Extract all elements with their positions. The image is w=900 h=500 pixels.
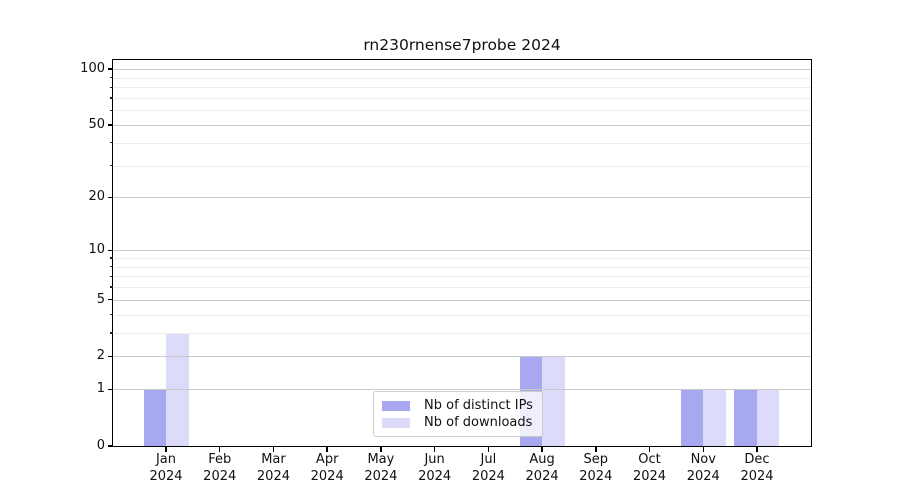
y-minor-tick-mark (110, 142, 113, 144)
y-tick-label: 100 (80, 61, 105, 77)
legend-item-distinct-ips: Nb of distinct IPs (382, 397, 534, 414)
minor-gridline (113, 97, 811, 99)
bar-distinct-ips (680, 389, 704, 446)
minor-gridline (113, 276, 811, 278)
y-minor-tick-mark (110, 313, 113, 316)
legend-swatch-downloads (382, 417, 410, 428)
minor-gridline (113, 87, 811, 89)
minor-gridline (113, 110, 811, 112)
major-gridline (113, 69, 811, 71)
y-minor-tick-mark (110, 332, 113, 334)
x-tick-mark (326, 447, 328, 452)
x-tick-label: Mar 2024 (256, 452, 290, 484)
y-tick-mark (108, 355, 113, 357)
y-tick-mark (108, 249, 113, 251)
major-gridline (113, 250, 811, 252)
x-tick-mark (272, 447, 275, 452)
x-tick-label: Feb 2024 (203, 452, 237, 484)
x-tick-label: Jul 2024 (471, 452, 505, 484)
chart-title: rn230rnense7probe 2024 (363, 36, 561, 54)
bar-downloads (703, 389, 726, 446)
legend-label-downloads: Nb of downloads (424, 415, 533, 430)
y-minor-tick-mark (110, 86, 113, 88)
x-tick-label: Aug 2024 (525, 452, 559, 484)
y-tick-label: 50 (88, 116, 105, 132)
bar-distinct-ips (734, 389, 757, 446)
x-tick-label: Jun 2024 (418, 452, 452, 484)
y-tick-label: 20 (88, 189, 105, 205)
bar-downloads (756, 389, 780, 446)
legend-label-distinct-ips: Nb of distinct IPs (424, 398, 533, 413)
y-tick-mark (108, 388, 113, 391)
y-tick-mark (108, 445, 113, 447)
x-tick-mark (756, 447, 758, 452)
x-tick-mark (433, 447, 436, 452)
bar-distinct-ips (143, 389, 166, 446)
major-gridline (113, 389, 811, 391)
bar-downloads (542, 356, 565, 446)
y-minor-tick-mark (110, 257, 113, 259)
minor-gridline (113, 332, 811, 334)
minor-gridline (113, 258, 811, 259)
x-tick-mark (648, 447, 651, 452)
y-tick-label: 2 (96, 348, 105, 364)
y-tick-label: 5 (96, 291, 105, 307)
x-tick-label: Sep 2024 (579, 452, 613, 484)
x-tick-label: Dec 2024 (740, 452, 774, 484)
y-tick-mark (108, 124, 113, 126)
legend-swatch-distinct-ips (382, 400, 410, 411)
major-gridline (113, 197, 811, 199)
plot-area (113, 60, 811, 446)
y-tick-label: 0 (96, 438, 105, 453)
x-tick-mark (595, 447, 597, 452)
y-minor-tick-mark (110, 109, 113, 112)
minor-gridline (113, 266, 811, 268)
minor-gridline (113, 287, 811, 289)
major-gridline (113, 299, 811, 301)
y-tick-mark (108, 196, 113, 199)
y-tick-mark (108, 68, 113, 70)
x-tick-mark (219, 447, 221, 452)
x-tick-mark (541, 447, 543, 452)
minor-gridline (113, 165, 811, 167)
legend-item-downloads: Nb of downloads (382, 414, 534, 431)
bar-downloads (166, 332, 189, 446)
major-gridline (113, 124, 811, 126)
y-tick-label: 1 (96, 381, 105, 397)
x-tick-mark (165, 447, 167, 452)
x-tick-label: Nov 2024 (686, 452, 720, 484)
x-tick-label: Jan 2024 (149, 452, 183, 484)
major-gridline (113, 356, 811, 358)
minor-gridline (113, 142, 811, 144)
x-tick-label: May 2024 (364, 452, 398, 484)
y-minor-tick-mark (110, 97, 113, 99)
chart-legend: Nb of distinct IPs Nb of downloads (373, 391, 543, 437)
x-tick-mark (487, 447, 490, 452)
y-minor-tick-mark (110, 286, 113, 288)
y-minor-tick-mark (110, 275, 113, 277)
x-tick-mark (380, 447, 382, 452)
y-minor-tick-mark (110, 265, 113, 268)
minor-gridline (113, 314, 811, 316)
x-tick-label: Oct 2024 (632, 452, 667, 484)
y-minor-tick-mark (110, 164, 113, 167)
y-tick-label: 10 (88, 242, 105, 258)
y-tick-mark (108, 299, 113, 301)
x-tick-label: Apr 2024 (310, 452, 344, 484)
y-minor-tick-mark (110, 77, 113, 79)
x-tick-mark (702, 447, 704, 452)
minor-gridline (113, 77, 811, 79)
